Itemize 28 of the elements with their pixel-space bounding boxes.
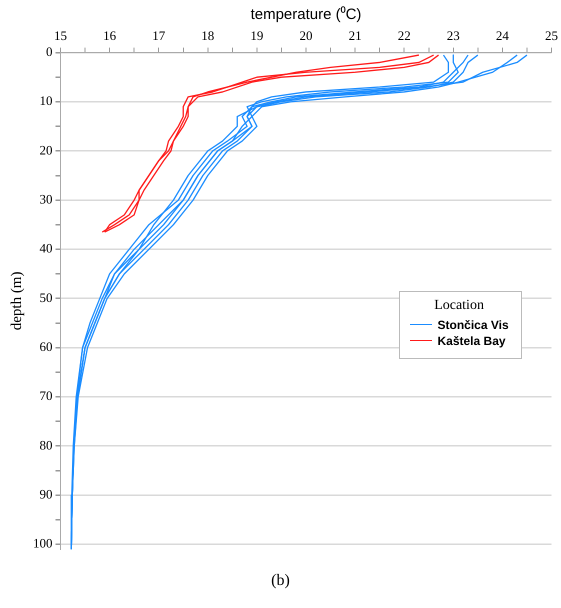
y-tick-label: 10 [40, 93, 52, 108]
y-tick-label: 90 [40, 486, 52, 502]
legend-label: Kaštela Bay [438, 334, 506, 348]
y-tick-label: 60 [40, 339, 52, 354]
x-tick-label: 22 [398, 28, 411, 44]
y-axis-title: depth (m) [8, 272, 25, 330]
x-tick-label: 25 [545, 28, 558, 44]
x-tick-label: 15 [54, 28, 67, 44]
y-tick-label: 100 [33, 536, 52, 551]
y-tick-label: 50 [40, 290, 52, 305]
x-tick-label: 16 [103, 28, 117, 44]
text: (b) [270, 572, 291, 590]
legend-title: Location [433, 298, 485, 314]
y-tick-label: 20 [40, 142, 52, 158]
x-tick-label: 19 [250, 28, 264, 44]
y-tick-label: 70 [40, 388, 52, 404]
y-tick-label: 40 [40, 240, 52, 256]
x-tick-label: 17 [152, 28, 166, 44]
y-tick-label: 0 [46, 44, 52, 60]
x-tick-label: 18 [201, 28, 214, 44]
x-tick-label: 24 [496, 28, 510, 44]
legend-label: Stončica Vis [438, 318, 509, 332]
x-tick-label: 20 [300, 28, 312, 44]
x-tick-label: 23 [446, 28, 460, 44]
y-tick-label: 80 [40, 437, 52, 452]
y-tick-label: 30 [40, 192, 52, 207]
x-tick-label: 21 [348, 28, 362, 44]
x-axis-title: temperature (⁰C) [250, 6, 362, 24]
